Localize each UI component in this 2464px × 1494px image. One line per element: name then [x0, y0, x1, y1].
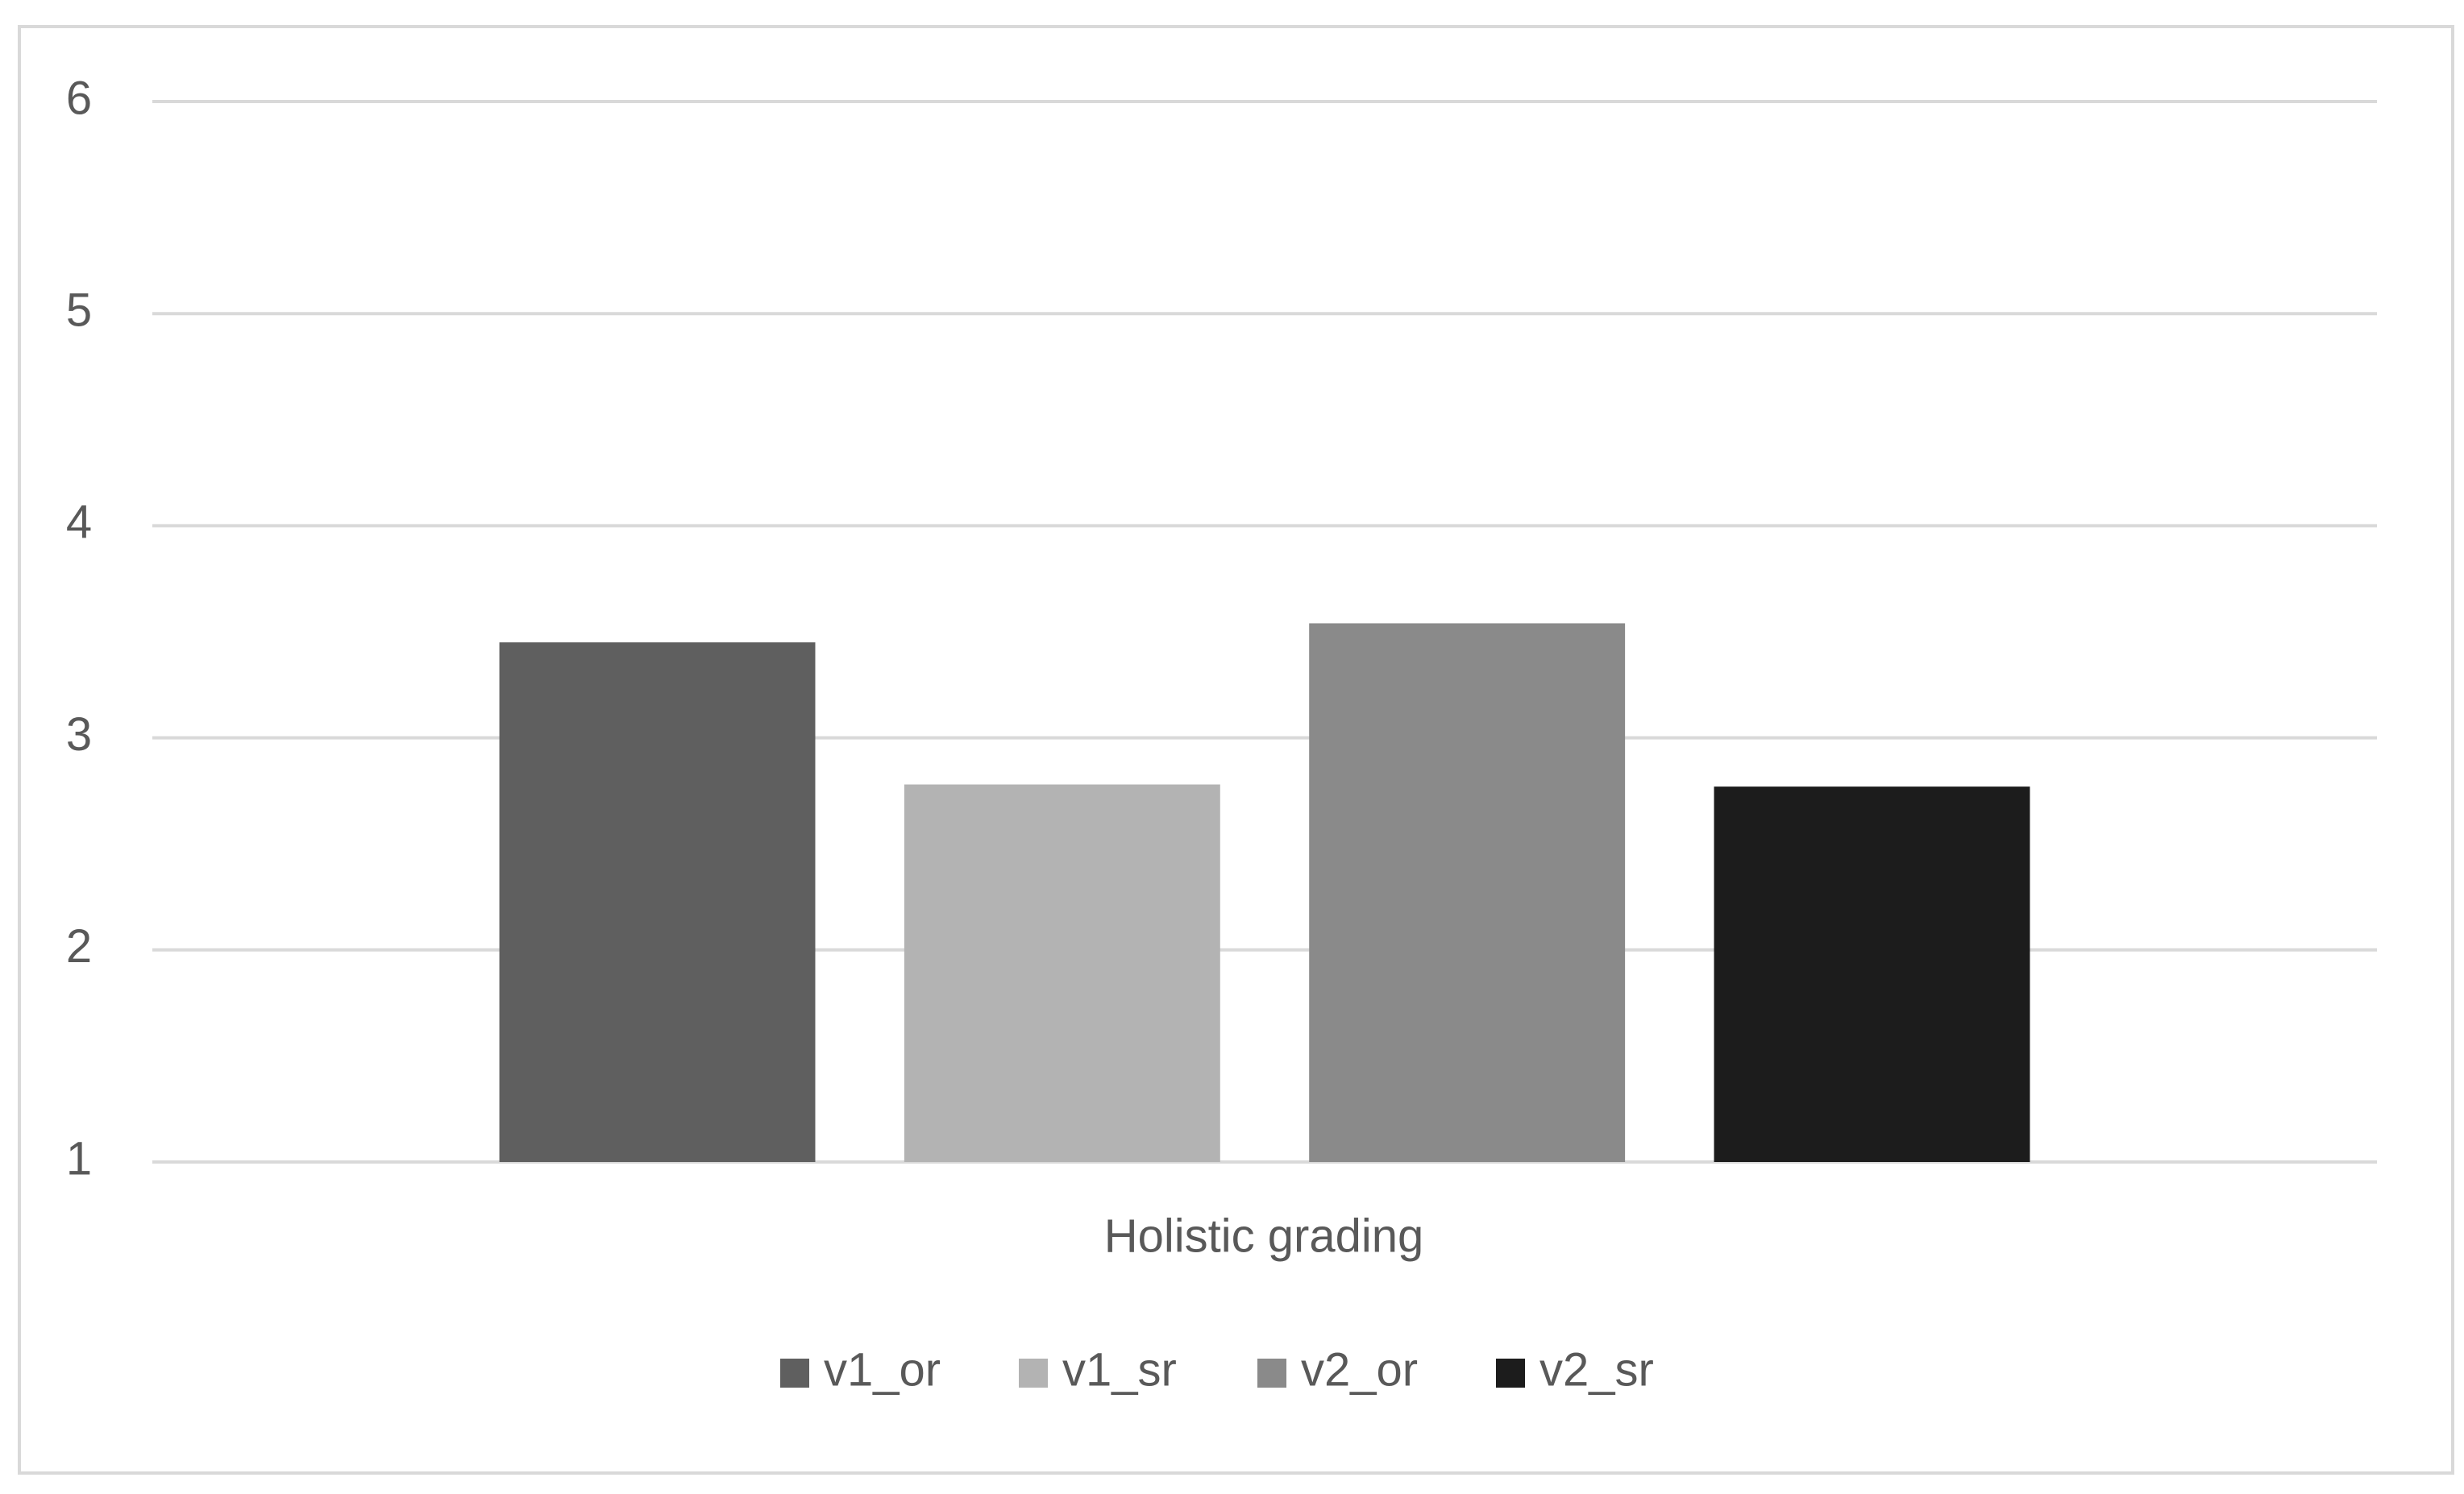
legend-swatch	[1496, 1359, 1525, 1388]
bar	[499, 642, 816, 1162]
y-tick-label: 5	[66, 284, 92, 337]
category-label: Holistic grading	[1104, 1210, 1424, 1262]
bar	[1714, 786, 2030, 1162]
legend-swatch	[780, 1359, 809, 1388]
chart-border	[18, 25, 2454, 1475]
y-tick-label: 4	[66, 496, 92, 549]
legend-label: v2_or	[1301, 1343, 1418, 1396]
legend-swatch	[1257, 1359, 1286, 1388]
legend-label: v2_sr	[1539, 1343, 1654, 1396]
legend-swatch	[1019, 1359, 1048, 1388]
bar	[904, 784, 1220, 1162]
bar	[1309, 623, 1626, 1162]
legend-label: v1_or	[824, 1343, 941, 1396]
y-tick-label: 1	[66, 1132, 92, 1185]
y-tick-label: 3	[66, 708, 92, 761]
y-tick-label: 6	[66, 72, 92, 124]
y-tick-label: 2	[66, 920, 92, 973]
legend-label: v1_sr	[1062, 1343, 1177, 1396]
